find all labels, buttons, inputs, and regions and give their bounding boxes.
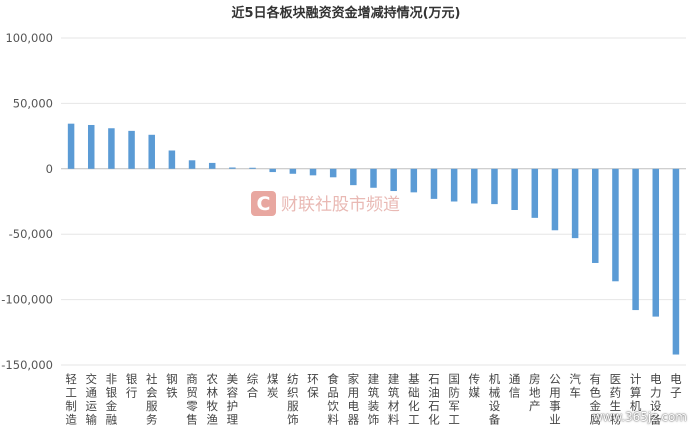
y-tick-label: 100,000 xyxy=(5,31,53,45)
bar xyxy=(612,168,619,282)
bar xyxy=(632,168,639,311)
bar xyxy=(329,168,337,178)
x-category-label: 美容护理 xyxy=(227,372,239,427)
bars xyxy=(67,123,680,355)
x-category-label: 公用事业 xyxy=(549,372,561,427)
x-category-label: 石油石化 xyxy=(428,372,440,427)
x-category-label: 电子 xyxy=(670,372,682,400)
y-tick-label: 50,000 xyxy=(13,96,53,110)
x-category-label: 国防军工 xyxy=(448,372,460,427)
x-category-label: 计算机 xyxy=(630,372,642,413)
bar xyxy=(67,123,75,169)
bar xyxy=(269,168,276,173)
bar xyxy=(652,168,660,317)
bar xyxy=(249,167,256,169)
x-category-label: 基础化工 xyxy=(408,372,420,427)
x-category-label: 通信 xyxy=(509,372,521,400)
bar xyxy=(511,168,518,211)
site-watermark: www.365jz.com xyxy=(592,410,687,424)
bar xyxy=(350,168,357,186)
x-category-label: 综合 xyxy=(247,372,259,400)
bar xyxy=(229,167,236,169)
bar xyxy=(148,134,155,169)
x-category-label: 交通运输 xyxy=(85,372,97,427)
bar xyxy=(289,168,297,174)
watermark: C 财联社股市频道 xyxy=(251,191,400,216)
x-category-label: 环保 xyxy=(307,372,319,400)
bar xyxy=(571,168,579,239)
x-category-label: 机械设备 xyxy=(489,372,501,427)
x-category-label: 建筑装饰 xyxy=(368,372,380,427)
x-category-label: 非银金融 xyxy=(106,372,118,427)
x-category-label: 家用电器 xyxy=(348,372,360,427)
bar xyxy=(188,160,196,169)
bar xyxy=(592,168,599,263)
x-category-label: 传媒 xyxy=(469,372,481,400)
x-category-label: 农林牧渔 xyxy=(206,372,218,427)
chart-title: 近5日各板块融资资金增减持情况(万元) xyxy=(232,5,461,21)
x-category-label: 轻工制造 xyxy=(65,372,77,427)
x-axis-labels: 轻工制造交通运输非银金融银行社会服务钢铁商贸零售农林牧渔美容护理综合煤炭纺织服饰… xyxy=(65,372,682,427)
y-tick-label: -100,000 xyxy=(1,293,53,307)
bar xyxy=(208,162,216,169)
x-category-label: 纺织服饰 xyxy=(287,372,299,427)
bar xyxy=(430,168,438,199)
bar xyxy=(168,150,176,169)
x-category-label: 电力设备 xyxy=(650,372,662,427)
bar xyxy=(370,168,377,188)
x-category-label: 医药生物 xyxy=(610,372,622,427)
x-category-label: 食品饮料 xyxy=(327,372,339,427)
bar xyxy=(128,130,135,169)
bar xyxy=(551,168,559,231)
bar xyxy=(491,168,498,205)
watermark-logo xyxy=(251,191,276,216)
x-category-label: 有色金属 xyxy=(590,372,602,427)
x-category-label: 社会服务 xyxy=(146,372,158,427)
x-category-label: 商贸零售 xyxy=(186,372,198,427)
y-axis: 100,000 50,000 0 -50,000 -100,000 -150,000 xyxy=(1,31,53,372)
bar xyxy=(531,168,539,218)
bar xyxy=(471,168,478,204)
x-category-label: 汽车 xyxy=(569,372,581,400)
y-tick-label: 0 xyxy=(46,162,53,176)
y-tick-label: -50,000 xyxy=(9,227,53,241)
watermark-text: 财联社股市频道 xyxy=(281,195,400,215)
x-category-label: 煤炭 xyxy=(267,372,279,400)
watermark-logo-letter: C xyxy=(257,193,271,215)
x-category-label: 建筑材料 xyxy=(388,372,400,427)
bar xyxy=(309,168,317,176)
bar xyxy=(87,124,95,169)
bar xyxy=(390,168,397,192)
x-category-label: 银行 xyxy=(126,372,138,400)
bar xyxy=(410,168,418,193)
x-category-label: 房地产 xyxy=(529,372,541,413)
bar xyxy=(108,128,115,169)
bar xyxy=(672,168,680,355)
x-category-label: 钢铁 xyxy=(166,372,178,400)
y-tick-label: -150,000 xyxy=(1,358,53,372)
bar xyxy=(450,168,458,202)
